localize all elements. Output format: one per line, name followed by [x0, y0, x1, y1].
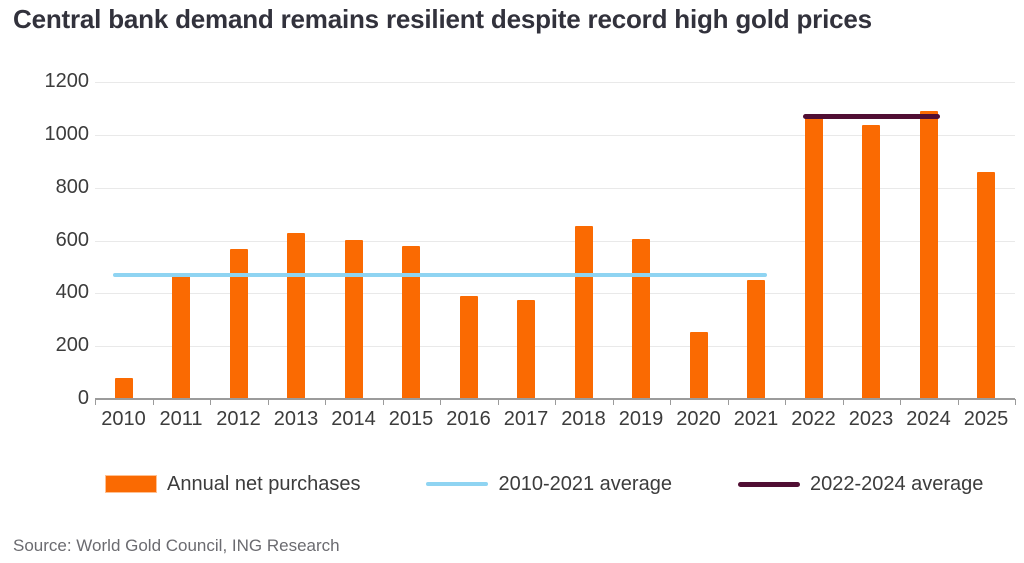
bar-2013	[287, 232, 306, 399]
bar-2021	[747, 280, 766, 399]
legend-item-2022-2024-average: 2022-2024 average	[737, 472, 984, 496]
bar-2010	[114, 378, 133, 399]
avg-line-2022-2024	[802, 114, 940, 120]
x-axis-tick	[1015, 399, 1016, 405]
legend-item-annual-net-purchases: Annual net purchases	[105, 473, 360, 496]
x-tick-label-2014: 2014	[331, 408, 376, 430]
bar-2015	[402, 245, 421, 399]
legend-label: 2022-2024 average	[809, 472, 984, 495]
y-tick-label-1200: 1200	[44, 70, 90, 92]
x-axis-tick	[497, 399, 499, 405]
bar-2025	[977, 171, 996, 399]
gridline-1200	[95, 82, 1015, 83]
x-axis-tick	[440, 399, 441, 405]
x-tick-label-2010: 2010	[101, 408, 146, 430]
x-axis-tick	[267, 399, 269, 405]
bar-2017	[517, 299, 536, 399]
x-tick-label-2018: 2018	[561, 408, 606, 430]
x-axis-tick	[152, 399, 154, 405]
bar-2022	[804, 113, 823, 399]
x-axis-tick	[612, 399, 614, 405]
legend-item-2010-2021-average: 2010-2021 average	[426, 472, 672, 496]
bar-swatch-icon	[105, 475, 157, 493]
gridline-600	[95, 240, 1015, 242]
x-tick-label-2016: 2016	[446, 408, 491, 430]
x-axis-tick	[842, 399, 844, 405]
x-tick-label-2023: 2023	[848, 408, 894, 430]
bar-2011	[172, 276, 191, 399]
x-axis-tick	[900, 399, 901, 405]
legend-label: Annual net purchases	[167, 472, 361, 495]
bar-2023	[862, 125, 881, 399]
y-tick-label-600: 600	[55, 228, 89, 251]
x-tick-label-2021: 2021	[733, 408, 779, 430]
line-swatch-icon	[737, 481, 800, 487]
legend: Annual net purchases 2010-2021 average 2…	[105, 471, 1005, 497]
x-axis-tick	[210, 399, 211, 405]
source-note: Source: World Gold Council, ING Research	[13, 536, 340, 555]
y-tick-label-1000: 1000	[44, 122, 90, 145]
x-tick-label-2020: 2020	[676, 408, 721, 430]
x-tick-label-2019: 2019	[618, 408, 664, 430]
y-tick-label-0: 0	[77, 387, 89, 409]
x-tick-label-2012: 2012	[216, 408, 261, 430]
bar-2012	[229, 248, 248, 399]
bar-2018	[574, 225, 593, 399]
y-tick-label-800: 800	[55, 175, 89, 198]
gridline-1000	[95, 134, 1015, 136]
gridline-400	[95, 293, 1015, 295]
plot-area	[95, 82, 1016, 405]
bar-2016	[459, 295, 478, 399]
x-axis-tick	[555, 399, 556, 405]
x-axis-tick	[957, 399, 959, 405]
gridline-200	[95, 346, 1015, 348]
x-tick-label-2011: 2011	[159, 408, 203, 430]
x-axis-tick	[785, 399, 786, 405]
x-tick-label-2022: 2022	[791, 408, 836, 430]
legend-label: 2010-2021 average	[498, 472, 672, 495]
bar-2024	[919, 111, 938, 399]
x-axis-tick	[325, 399, 326, 405]
y-tick-label-400: 400	[55, 281, 89, 304]
gridline-800	[95, 187, 1015, 189]
avg-line-2010-2021	[112, 272, 768, 277]
y-tick-label-200: 200	[55, 334, 89, 357]
line-swatch-icon	[426, 482, 489, 486]
x-axis-tick	[670, 399, 671, 405]
x-tick-label-2025: 2025	[963, 408, 1009, 430]
x-axis-tick	[727, 399, 729, 405]
chart-title: Central bank demand remains resilient de…	[13, 4, 872, 34]
bar-2020	[689, 331, 708, 399]
x-tick-label-2024: 2024	[906, 408, 951, 430]
bar-2019	[632, 239, 651, 399]
x-axis-tick	[382, 399, 384, 405]
x-tick-label-2017: 2017	[503, 408, 549, 430]
x-tick-label-2015: 2015	[388, 408, 434, 430]
bar-2014	[344, 240, 363, 399]
x-axis-tick	[95, 399, 96, 405]
x-tick-label-2013: 2013	[273, 408, 319, 430]
